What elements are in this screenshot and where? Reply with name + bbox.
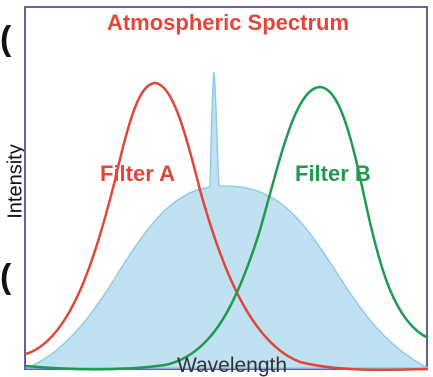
- filter-a-label: Filter A: [100, 161, 175, 186]
- filter-b-curve: [25, 85, 429, 371]
- filter-a-curve: [25, 81, 429, 372]
- atmospheric-spectrum-area: [25, 71, 429, 369]
- filter-b-label: Filter B: [295, 161, 371, 186]
- plot-frame: [24, 6, 428, 370]
- diagram-title: Atmospheric Spectrum: [107, 10, 349, 35]
- clipped-glyph: (: [0, 20, 12, 58]
- x-axis-label: Wavelength: [177, 354, 287, 377]
- clipped-glyph: (: [0, 258, 12, 296]
